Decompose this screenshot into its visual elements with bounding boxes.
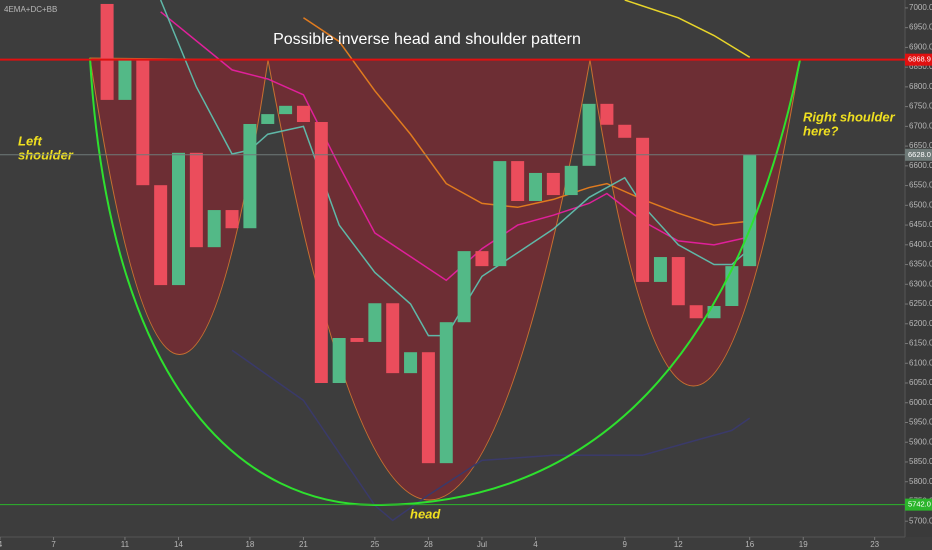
candle <box>368 303 382 342</box>
candle <box>332 337 346 384</box>
candle <box>636 137 650 282</box>
x-tick-label: 19 <box>799 540 808 549</box>
candle <box>189 152 203 248</box>
candle <box>439 322 453 464</box>
candle <box>457 251 471 323</box>
y-tick-label: 6600.0 <box>909 161 932 170</box>
candle <box>600 103 614 125</box>
y-tick-label: 5700.0 <box>909 516 932 525</box>
y-tick-label: 6900.0 <box>909 42 932 51</box>
chart-title: Possible inverse head and shoulder patte… <box>273 31 581 48</box>
candle <box>350 337 364 342</box>
y-tick-label: 6850.0 <box>909 62 932 71</box>
x-tick-label: 23 <box>870 540 879 549</box>
price-badge-label: 6868.9 <box>908 55 931 64</box>
x-tick-label: 12 <box>674 540 683 549</box>
y-tick-label: 5950.0 <box>909 418 932 427</box>
candle <box>689 305 703 319</box>
candle <box>493 161 507 267</box>
candle <box>243 123 257 229</box>
candle <box>207 210 221 248</box>
indicator-line <box>231 349 751 522</box>
annotation: Right shoulder <box>803 109 896 124</box>
x-tick-label: 9 <box>623 540 628 549</box>
candle <box>404 352 418 374</box>
y-tick-label: 6950.0 <box>909 23 932 32</box>
price-badge-label: 5742.0 <box>908 500 931 509</box>
candle <box>546 172 560 196</box>
candle <box>653 257 667 282</box>
candle <box>743 154 757 267</box>
y-tick-label: 6400.0 <box>909 240 932 249</box>
y-tick-label: 6000.0 <box>909 398 932 407</box>
plot <box>100 0 757 522</box>
annotation: Left <box>18 133 43 148</box>
y-tick-label: 5850.0 <box>909 457 932 466</box>
y-tick-label: 6050.0 <box>909 378 932 387</box>
candle <box>529 172 543 201</box>
y-tick-label: 6500.0 <box>909 200 932 209</box>
candle <box>225 210 239 229</box>
candle <box>386 303 400 374</box>
indicator-line <box>624 0 751 58</box>
y-tick-label: 6350.0 <box>909 260 932 269</box>
candle <box>261 114 275 124</box>
y-tick-label: 6200.0 <box>909 319 932 328</box>
x-tick-label: 28 <box>424 540 433 549</box>
price-badge <box>905 53 932 66</box>
y-tick-label: 6700.0 <box>909 121 932 130</box>
y-tick-label: 7000.0 <box>909 3 932 12</box>
candle <box>100 3 114 100</box>
candle <box>118 60 132 100</box>
candle <box>582 103 596 166</box>
y-tick-label: 6450.0 <box>909 220 932 229</box>
price-axis <box>905 0 932 537</box>
price-badge <box>905 148 932 161</box>
y-tick-label: 6250.0 <box>909 299 932 308</box>
x-tick-label: 18 <box>245 540 254 549</box>
price-badge-label: 6628.0 <box>908 150 931 159</box>
x-tick-label: 16 <box>745 540 754 549</box>
candle <box>475 251 489 267</box>
candle <box>296 105 310 123</box>
x-tick-label: Jul <box>477 540 487 549</box>
x-tick-label: 21 <box>299 540 308 549</box>
candle <box>314 122 328 384</box>
y-tick-label: 5900.0 <box>909 437 932 446</box>
y-tick-label: 6750.0 <box>909 102 932 111</box>
annotation: here? <box>803 123 838 138</box>
candle <box>511 161 525 201</box>
candle <box>421 352 435 464</box>
candle <box>172 152 186 286</box>
indicator-line <box>303 17 750 226</box>
candle <box>136 60 150 186</box>
candle <box>671 257 685 306</box>
x-tick-label: 4 <box>0 540 3 549</box>
x-tick-label: 7 <box>51 540 56 549</box>
indicator-line <box>160 11 750 282</box>
candle <box>564 165 578 196</box>
candle <box>618 124 632 138</box>
y-tick-label: 6150.0 <box>909 339 932 348</box>
x-tick-label: 4 <box>533 540 538 549</box>
x-tick-label: 11 <box>121 540 130 549</box>
y-tick-label: 6800.0 <box>909 82 932 91</box>
candle <box>279 105 293 115</box>
y-tick-label: 5800.0 <box>909 477 932 486</box>
y-tick-label: 6650.0 <box>909 141 932 150</box>
annotation: head <box>410 506 441 521</box>
price-badge <box>905 498 932 511</box>
x-tick-label: 25 <box>370 540 379 549</box>
y-tick-label: 6550.0 <box>909 181 932 190</box>
indicator-label: 4EMA+DC+BB <box>4 5 57 14</box>
candle <box>154 185 168 286</box>
y-tick-label: 6300.0 <box>909 279 932 288</box>
x-tick-label: 14 <box>174 540 183 549</box>
y-tick-label: 6100.0 <box>909 358 932 367</box>
candle <box>725 266 739 307</box>
